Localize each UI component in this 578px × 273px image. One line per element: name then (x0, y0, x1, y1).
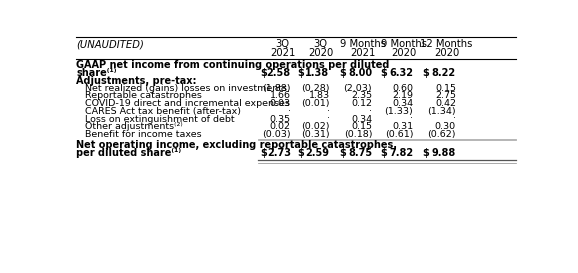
Text: (0.31): (0.31) (301, 130, 329, 139)
Text: (0.01): (0.01) (301, 99, 329, 108)
Text: Net realized (gains) losses on investments: Net realized (gains) losses on investmen… (86, 84, 287, 93)
Text: $: $ (260, 68, 266, 78)
Text: (0.28): (0.28) (301, 84, 329, 93)
Text: 0.12: 0.12 (351, 99, 372, 108)
Text: 0.42: 0.42 (435, 99, 456, 108)
Text: CARES Act tax benefit (after-tax): CARES Act tax benefit (after-tax) (86, 107, 242, 116)
Text: 6.32: 6.32 (389, 68, 413, 78)
Text: 0.30: 0.30 (435, 122, 456, 131)
Text: $: $ (381, 68, 387, 78)
Text: $: $ (423, 68, 429, 78)
Text: (1.33): (1.33) (384, 107, 413, 116)
Text: 2020: 2020 (308, 48, 334, 58)
Text: ·: · (288, 107, 291, 116)
Text: 2020: 2020 (392, 48, 417, 58)
Text: $: $ (381, 148, 387, 158)
Text: 8.75: 8.75 (348, 148, 372, 158)
Text: 0.02: 0.02 (270, 122, 291, 131)
Text: (0.61): (0.61) (385, 130, 413, 139)
Text: ·: · (410, 114, 413, 123)
Text: 1.66: 1.66 (270, 91, 291, 100)
Text: 2.75: 2.75 (435, 91, 456, 100)
Text: 2020: 2020 (434, 48, 459, 58)
Text: $: $ (340, 68, 346, 78)
Text: 0.34: 0.34 (351, 114, 372, 123)
Text: Reportable catastrophes: Reportable catastrophes (86, 91, 202, 100)
Text: (0.03): (0.03) (262, 130, 291, 139)
Text: 0.15: 0.15 (435, 84, 456, 93)
Text: ·: · (369, 107, 372, 116)
Text: $: $ (340, 148, 346, 158)
Text: 1.83: 1.83 (309, 91, 329, 100)
Text: GAAP net income from continuing operations per diluted: GAAP net income from continuing operatio… (76, 60, 390, 70)
Text: 7.82: 7.82 (389, 148, 413, 158)
Text: 9 Months: 9 Months (381, 39, 427, 49)
Text: ·: · (327, 107, 329, 116)
Text: 9 Months: 9 Months (340, 39, 386, 49)
Text: Loss on extinguishment of debt: Loss on extinguishment of debt (86, 114, 235, 123)
Text: COVID-19 direct and incremental expenses: COVID-19 direct and incremental expenses (86, 99, 290, 108)
Text: 0.31: 0.31 (392, 122, 413, 131)
Text: 0.60: 0.60 (392, 84, 413, 93)
Text: (0.18): (0.18) (344, 130, 372, 139)
Text: (0.62): (0.62) (427, 130, 456, 139)
Text: 1.38: 1.38 (305, 68, 329, 78)
Text: 2021: 2021 (351, 48, 376, 58)
Text: Adjustments, pre-tax:: Adjustments, pre-tax: (76, 76, 197, 85)
Text: 9.88: 9.88 (432, 148, 456, 158)
Text: 12 Months: 12 Months (420, 39, 473, 49)
Text: Other adjustments⁽²⁾: Other adjustments⁽²⁾ (86, 122, 183, 131)
Text: $: $ (297, 148, 304, 158)
Text: (UNAUDITED): (UNAUDITED) (76, 39, 144, 49)
Text: 2.59: 2.59 (306, 148, 329, 158)
Text: (1.88): (1.88) (262, 84, 291, 93)
Text: ·: · (453, 114, 456, 123)
Text: Benefit for income taxes: Benefit for income taxes (86, 130, 202, 139)
Text: Net operating income, excluding reportable catastrophes,: Net operating income, excluding reportab… (76, 140, 397, 150)
Text: 3Q: 3Q (314, 39, 328, 49)
Text: ·: · (327, 114, 329, 123)
Text: 2.19: 2.19 (392, 91, 413, 100)
Text: 2.35: 2.35 (351, 91, 372, 100)
Text: 8.22: 8.22 (432, 68, 456, 78)
Text: 0.35: 0.35 (270, 114, 291, 123)
Text: share⁽¹⁾: share⁽¹⁾ (76, 68, 117, 78)
Text: 8.00: 8.00 (348, 68, 372, 78)
Text: $: $ (297, 68, 304, 78)
Text: $: $ (423, 148, 429, 158)
Text: (0.02): (0.02) (301, 122, 329, 131)
Text: (2.03): (2.03) (343, 84, 372, 93)
Text: 3Q: 3Q (276, 39, 290, 49)
Text: (1.34): (1.34) (427, 107, 456, 116)
Text: $: $ (260, 148, 266, 158)
Text: 2021: 2021 (270, 48, 295, 58)
Text: 0.03: 0.03 (270, 99, 291, 108)
Text: per diluted share⁽¹⁾: per diluted share⁽¹⁾ (76, 148, 181, 158)
Text: 0.15: 0.15 (351, 122, 372, 131)
Text: 2.73: 2.73 (267, 148, 291, 158)
Text: 2.58: 2.58 (266, 68, 291, 78)
Text: 0.34: 0.34 (392, 99, 413, 108)
